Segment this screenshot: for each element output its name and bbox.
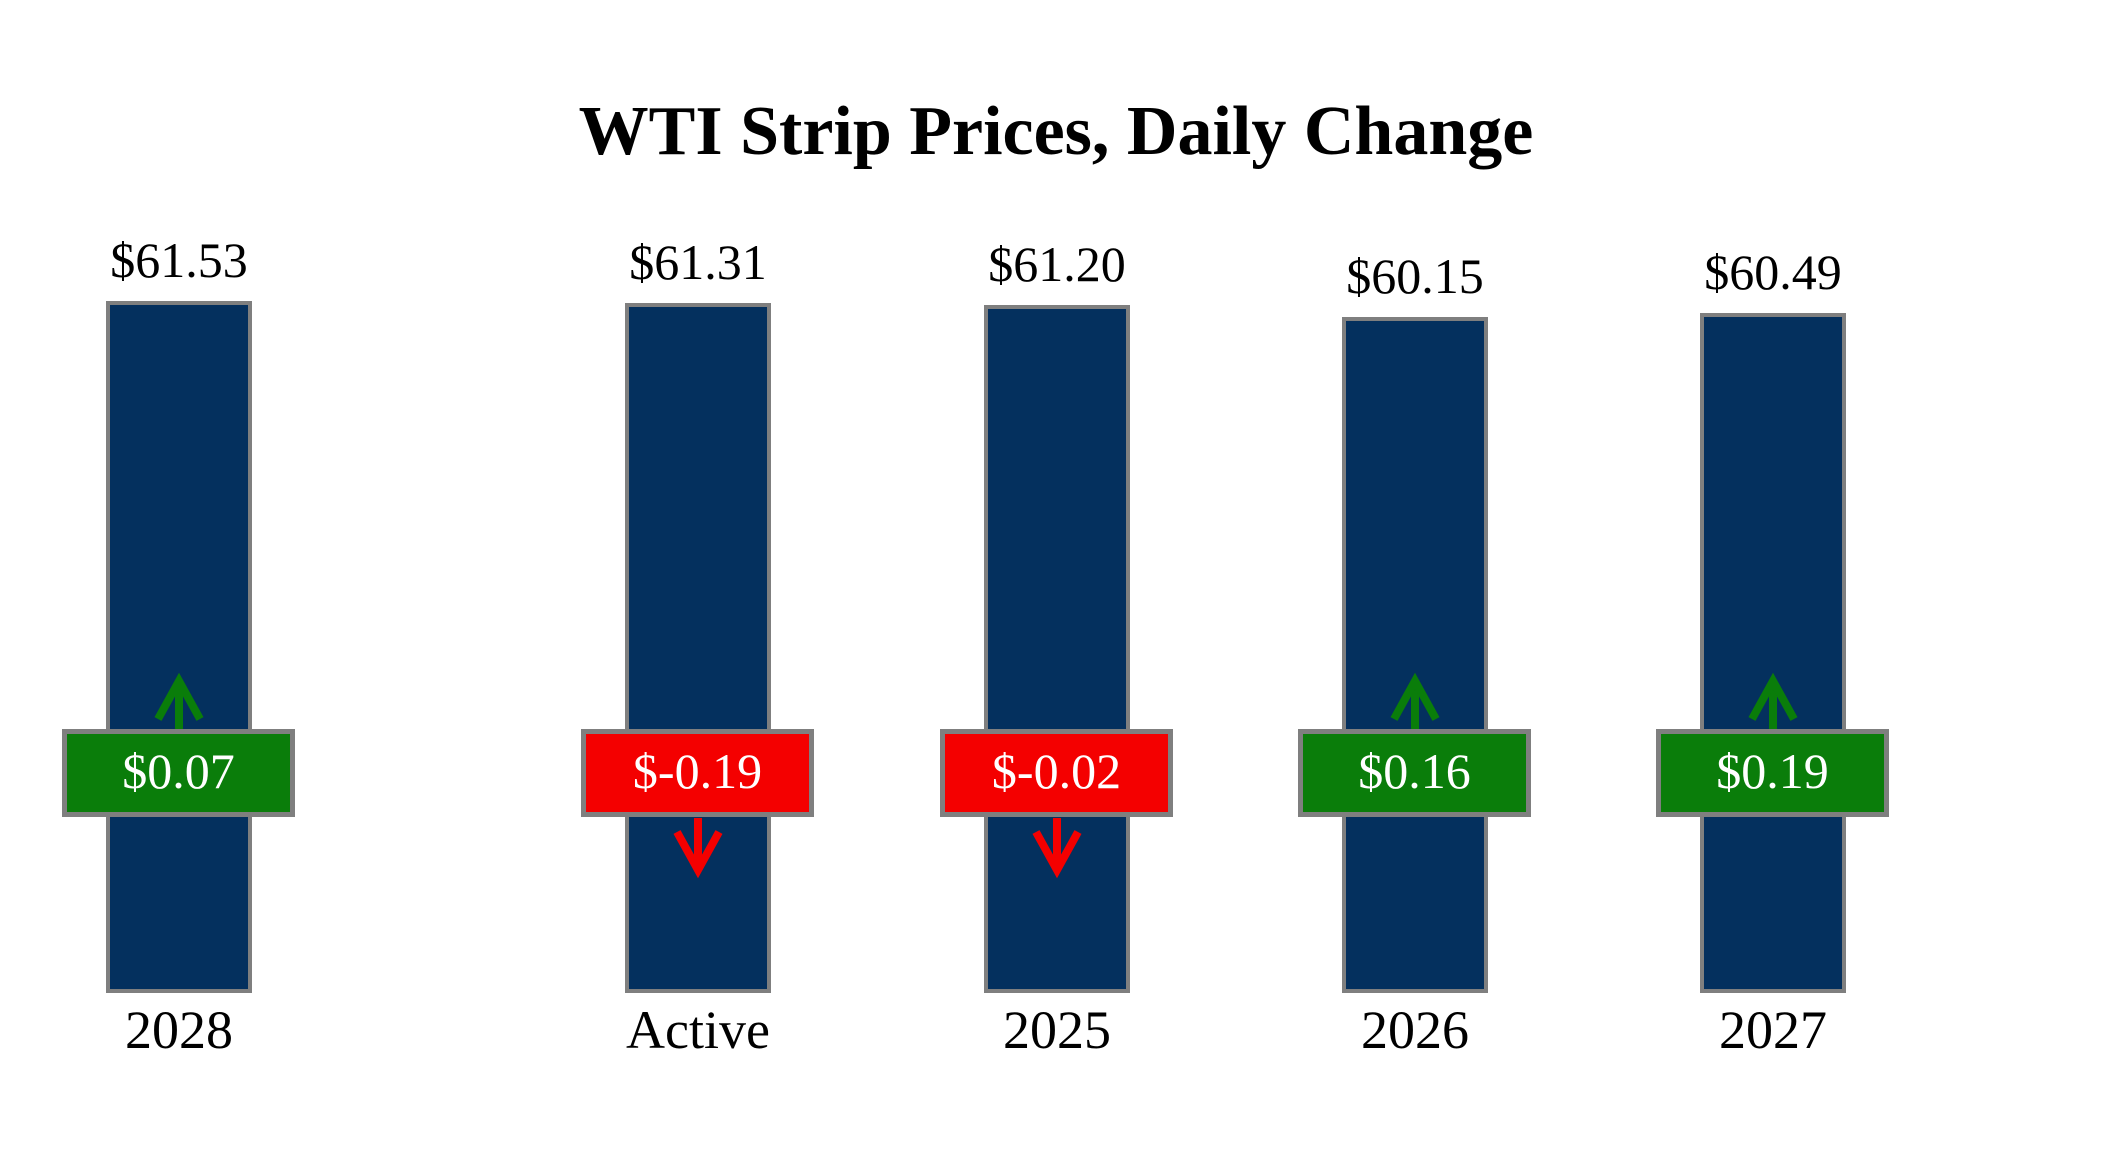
chart-title: WTI Strip Prices, Daily Change <box>578 93 1534 170</box>
change-badge: $0.16 <box>1298 729 1531 817</box>
category-label: 2025 <box>1003 1000 1111 1060</box>
bar-column-2028: $61.53 $0.07 2028 <box>0 0 358 1152</box>
price-bar <box>106 301 252 993</box>
change-badge: $-0.02 <box>940 729 1173 817</box>
change-badge: $-0.19 <box>581 729 814 817</box>
price-bar <box>1342 316 1488 993</box>
price-label: $60.49 <box>1704 243 1842 300</box>
bar-column-active: $61.31 $-0.19 Active <box>519 0 877 1152</box>
price-label: $60.15 <box>1346 247 1484 304</box>
bar-column-2025: $61.20 $-0.02 2025 <box>878 0 1236 1152</box>
price-label: $61.20 <box>988 235 1126 292</box>
price-bar <box>625 303 771 993</box>
category-label: 2027 <box>1719 1000 1827 1060</box>
category-label: 2028 <box>125 1000 233 1060</box>
down-arrow-icon <box>1030 818 1084 879</box>
down-arrow-icon <box>671 818 725 879</box>
change-badge: $0.19 <box>1656 729 1889 817</box>
price-label: $61.53 <box>110 232 248 288</box>
change-badge: $0.07 <box>62 729 295 817</box>
category-label: Active <box>626 1000 770 1060</box>
category-label: 2026 <box>1361 1000 1469 1060</box>
up-arrow-icon <box>152 672 206 733</box>
price-label: $61.31 <box>629 234 767 291</box>
bar-column-2026: $60.15 $0.16 2026 <box>1236 0 1594 1152</box>
price-bar <box>1700 312 1846 993</box>
price-bar <box>984 304 1130 993</box>
bar-column-2027: $60.49 $0.19 2027 <box>1594 0 1952 1152</box>
up-arrow-icon <box>1388 672 1442 733</box>
up-arrow-icon <box>1746 672 1800 733</box>
